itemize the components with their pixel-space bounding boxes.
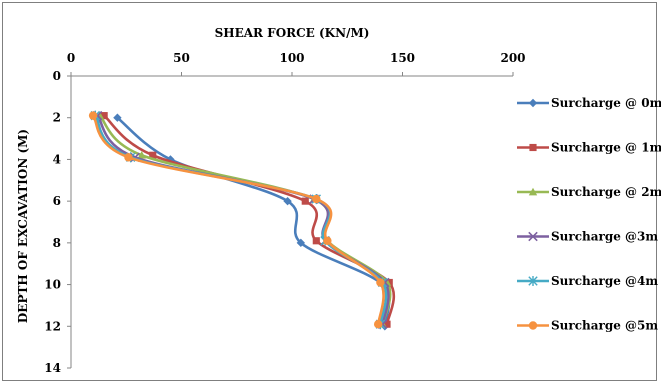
legend-entry-4: Surcharge @3m [517, 230, 658, 244]
x-tick-label: 100 [279, 51, 304, 65]
square-marker [383, 320, 391, 328]
series-3 [95, 111, 392, 328]
legend-entry-3: Surcharge @ 2m [517, 185, 661, 199]
legend: Surcharge @ 0m Surcharge @ 1m Surcharge @ … [517, 96, 661, 333]
circle-marker [528, 321, 538, 330]
x-tick-label: 150 [390, 51, 415, 65]
x-tick-label: 200 [500, 51, 525, 65]
square-marker [529, 143, 537, 152]
series-line [96, 114, 390, 325]
y-axis-label: DEPTH OF EXCAVATION (M) [16, 129, 30, 323]
legend-entry-5: Surcharge @4m [517, 274, 658, 288]
square-marker [149, 151, 157, 159]
y-tick-label: 12 [44, 319, 61, 333]
legend-label: Surcharge @ 1m [551, 141, 661, 155]
x-tick-label: 50 [173, 51, 190, 65]
legend-label: Surcharge @ 2m [551, 185, 661, 199]
diamond-marker [296, 238, 306, 248]
y-tick-label: 14 [44, 361, 61, 375]
triangle-marker [137, 151, 146, 159]
diamond-marker [528, 98, 538, 108]
legend-label: Surcharge @3m [551, 230, 658, 244]
y-tick-label: 8 [53, 236, 61, 250]
series-6 [88, 111, 385, 329]
triangle-marker [528, 187, 538, 196]
circle-marker [376, 278, 385, 287]
y-tick-label: 2 [53, 111, 61, 125]
square-marker [100, 112, 108, 120]
x-marker [528, 231, 538, 242]
legend-entry-2: Surcharge @ 1m [517, 141, 661, 155]
y-tick-label: 6 [53, 194, 61, 208]
axes: 0 50 100 150 200 0 2 4 6 8 10 12 14 [44, 51, 525, 375]
y-tick-label: 10 [44, 278, 61, 292]
legend-label: Surcharge @ 0m [551, 96, 661, 110]
square-marker [301, 197, 309, 205]
legend-label: Surcharge @5m [551, 319, 658, 333]
circle-marker [124, 153, 133, 162]
series-line [116, 116, 391, 327]
legend-entry-6: Surcharge @5m [517, 319, 658, 333]
asterisk-marker [528, 275, 538, 287]
series-line [98, 114, 392, 325]
series-line [103, 114, 396, 325]
legend-entry-1: Surcharge @ 0m [517, 96, 661, 110]
circle-marker [373, 320, 383, 329]
x-tick-label: 0 [67, 51, 75, 65]
y-tick-label: 0 [53, 69, 61, 83]
y-tick-label: 4 [53, 152, 61, 166]
circle-marker [88, 111, 98, 120]
legend-label: Surcharge @4m [551, 274, 658, 288]
diamond-marker [113, 113, 122, 122]
chart-title: SHEAR FORCE (KN/M) [215, 26, 370, 40]
series-2 [100, 112, 396, 328]
series-4 [92, 110, 390, 329]
series-1 [113, 113, 391, 331]
series-5 [90, 110, 388, 330]
plot-area [88, 110, 396, 331]
diamond-marker [283, 196, 292, 206]
square-marker [312, 237, 320, 245]
circle-marker [312, 194, 321, 204]
circle-marker [323, 236, 332, 245]
